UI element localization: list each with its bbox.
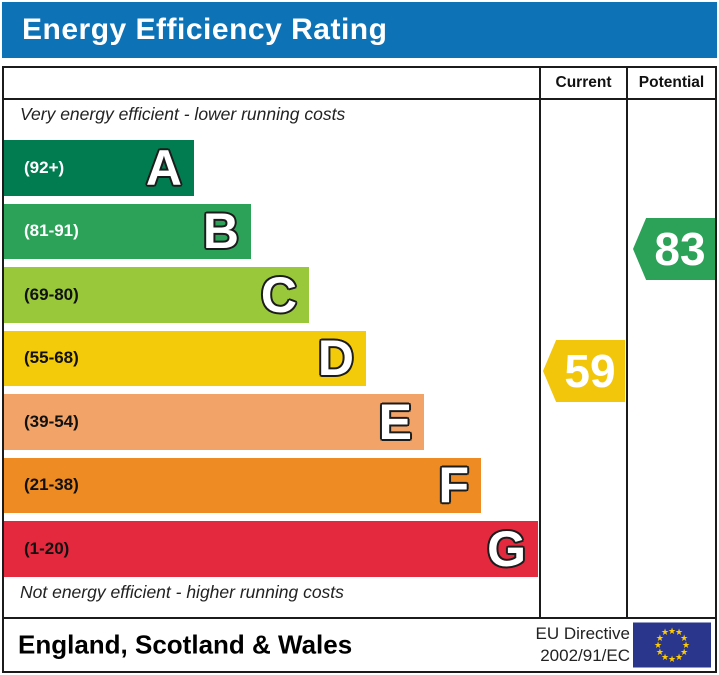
eu-flag-star: ★ <box>667 653 677 664</box>
eu-flag-star: ★ <box>660 651 670 662</box>
current-rating-marker: 59 <box>543 340 625 402</box>
band-row-c: (69-80) C <box>4 267 309 323</box>
current-column-header: Current <box>555 74 612 91</box>
eu-flag-star: ★ <box>667 625 677 636</box>
rating-table: Current Potential Very energy efficient … <box>2 66 717 673</box>
eu-flag-star: ★ <box>674 651 684 662</box>
band-row-a: (92+) A <box>4 140 194 196</box>
band-row-d: (55-68) D <box>4 330 366 387</box>
current-column-divider <box>539 68 541 617</box>
eu-directive-label: EU Directive 2002/91/EC <box>536 623 630 667</box>
eu-flag-icon: ★ ★ ★ ★ ★ ★ ★ ★ ★ ★ ★ ★ <box>633 622 711 668</box>
page-title: Energy Efficiency Rating <box>22 13 388 46</box>
band-letter: D <box>317 330 354 387</box>
eu-directive-line1: EU Directive <box>535 623 630 643</box>
footer-divider <box>4 617 715 619</box>
band-range-label: (81-91) <box>24 221 79 241</box>
eu-flag-star: ★ <box>680 646 689 657</box>
potential-column-divider <box>626 68 628 617</box>
eu-flag-star: ★ <box>655 646 664 657</box>
band-letter: F <box>438 457 469 514</box>
band-range-label: (92+) <box>24 157 65 177</box>
title-bar: Energy Efficiency Rating <box>2 2 717 58</box>
potential-rating-value: 83 <box>654 223 706 275</box>
eu-flag-star: ★ <box>680 632 689 643</box>
band-range-label: (55-68) <box>24 348 79 368</box>
eu-flag-star: ★ <box>660 627 670 638</box>
band-letter: E <box>378 393 412 450</box>
band-letter: C <box>260 266 297 323</box>
eu-flag-star: ★ <box>674 627 684 638</box>
footer: England, Scotland & Wales EU Directive 2… <box>4 619 715 671</box>
eu-flag-star: ★ <box>653 639 663 650</box>
band-range-label: (69-80) <box>24 284 79 304</box>
potential-column-header: Potential <box>638 74 705 91</box>
top-note: Very energy efficient - lower running co… <box>20 104 346 124</box>
region-label: England, Scotland & Wales <box>18 629 353 660</box>
eu-flag-star: ★ <box>681 639 691 650</box>
band-row-g: (1-20) G <box>4 521 538 577</box>
band-row-b: (81-91) B <box>4 203 251 260</box>
band-row-e: (39-54) E <box>4 394 424 450</box>
current-rating-value: 59 <box>564 345 616 397</box>
eu-flag-star: ★ <box>655 632 664 643</box>
chart-section: Current Potential Very energy efficient … <box>4 68 715 617</box>
band-range-label: (39-54) <box>24 411 79 431</box>
band-letter: A <box>145 139 182 196</box>
band-range-label: (1-20) <box>24 538 70 558</box>
band-letter: G <box>487 520 526 577</box>
bottom-note: Not energy efficient - higher running co… <box>20 582 344 602</box>
band-row-f: (21-38) F <box>4 457 481 514</box>
eu-directive-line2: 2002/91/EC <box>540 646 630 665</box>
potential-rating-marker: 83 <box>633 218 715 280</box>
header-row-divider <box>4 98 715 100</box>
bands: (92+) A (81-91) B (69-80) C (55-68) D (3… <box>4 140 539 585</box>
band-letter: B <box>202 203 239 260</box>
band-range-label: (21-38) <box>24 475 79 495</box>
